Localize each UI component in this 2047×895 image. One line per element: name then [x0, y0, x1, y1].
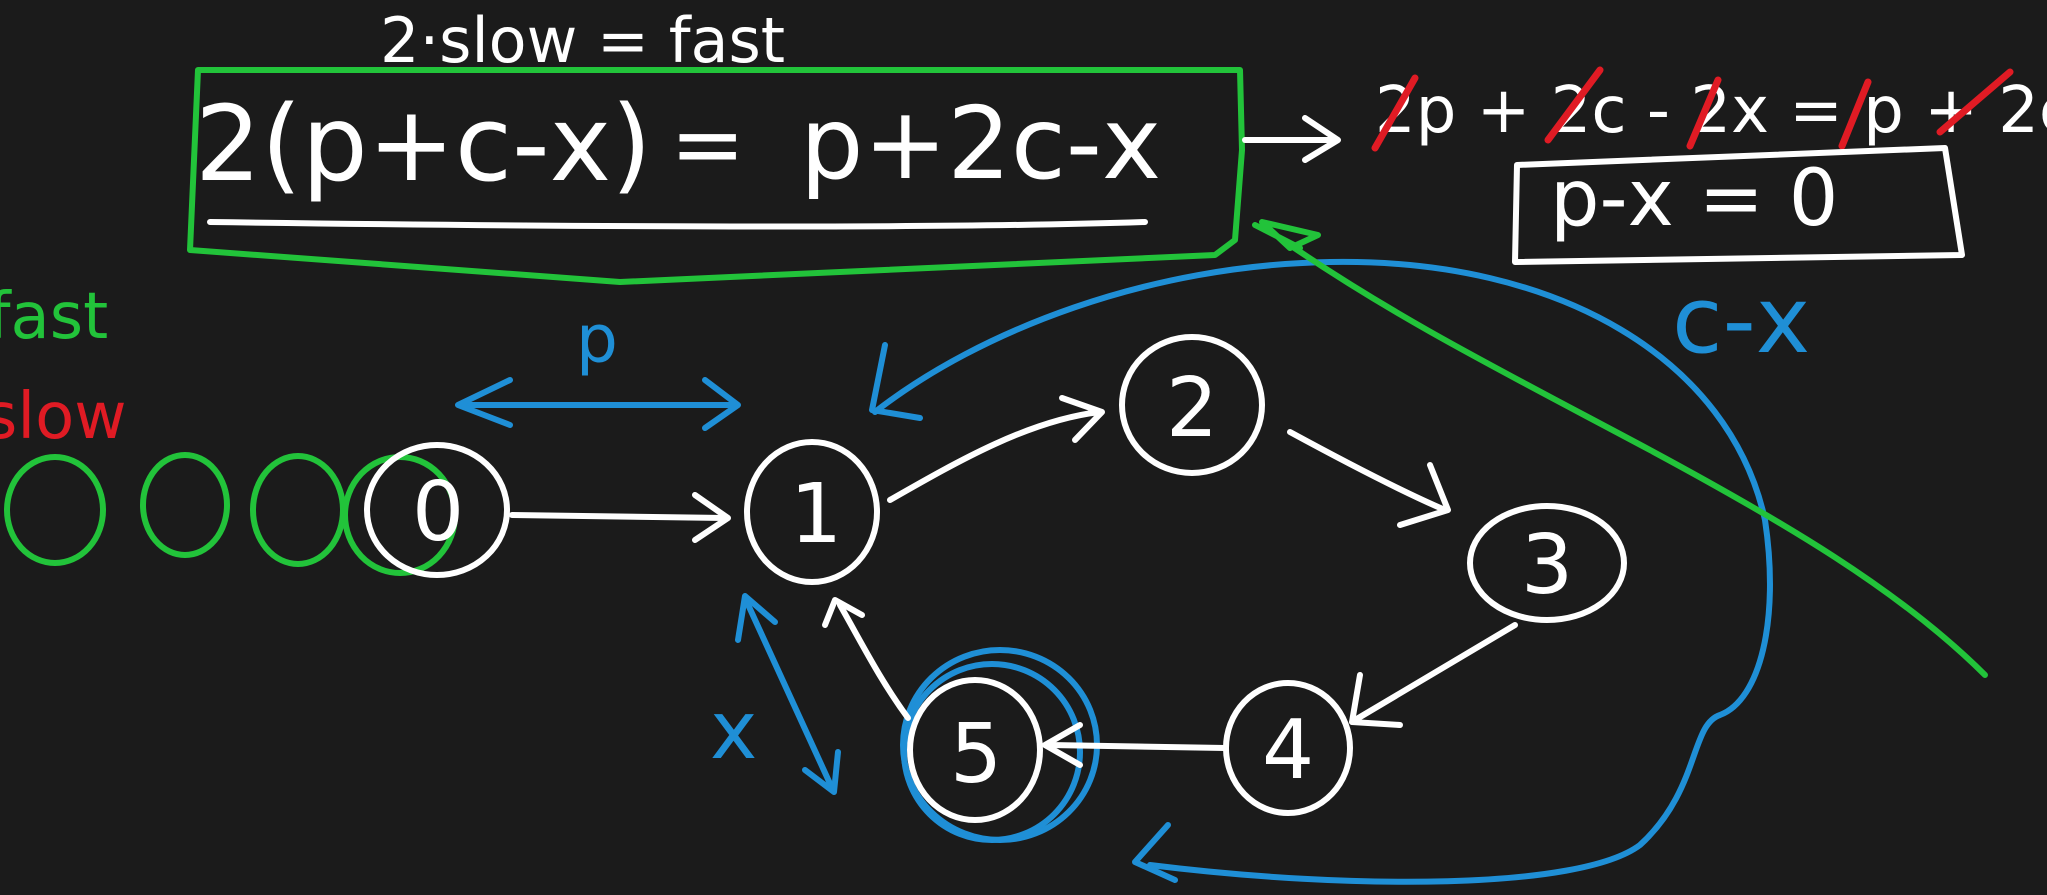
- cycle-loop-arc: [872, 258, 1773, 885]
- fast-trail-circle-2: [140, 452, 230, 558]
- cycle-loop-arc-head-end: [1132, 822, 1178, 883]
- node-5: [907, 677, 1043, 823]
- green-sweep-line: [1287, 242, 1988, 678]
- distance-x-arrow-top-head: [735, 593, 778, 643]
- node-0-label: 0: [412, 465, 464, 560]
- main-equation-underline: [207, 219, 1148, 230]
- label-slow: slow: [0, 380, 127, 454]
- fast-trail-circle-1: [4, 454, 106, 566]
- label-p: p: [576, 301, 618, 378]
- result-box: [1512, 145, 1965, 265]
- edge-5-to-1-head: [822, 597, 865, 628]
- main-equation-box: [187, 67, 1245, 285]
- node-1: [744, 439, 880, 585]
- derive-arrow-head: [1302, 115, 1341, 163]
- cancel-mark-2: [1544, 66, 1604, 144]
- edge-5-to-1: [837, 602, 911, 721]
- result-equation: p-x = 0: [1550, 154, 1838, 244]
- edge-1-to-2-head: [1059, 395, 1105, 443]
- edge-2-to-3-head: [1397, 462, 1451, 528]
- edge-0-to-1: [509, 512, 728, 521]
- label-x: x: [710, 684, 757, 777]
- node-0: [364, 442, 510, 578]
- label-fast: fast: [0, 280, 108, 354]
- node-2: [1119, 334, 1265, 476]
- cancel-mark-4: [1838, 78, 1872, 150]
- cancel-mark-1: [1371, 74, 1419, 152]
- node-3: [1467, 503, 1627, 623]
- edge-3-to-4-head: [1349, 672, 1403, 728]
- green-sweep-line-head: [1252, 219, 1321, 251]
- edge-3-to-4: [1352, 622, 1518, 723]
- distance-x-arrow: [742, 595, 835, 791]
- distance-p-arrow-right-head: [702, 377, 741, 431]
- edge-4-to-5: [1047, 742, 1228, 751]
- node-5-highlight-inner: [901, 661, 1083, 843]
- node-2-label: 2: [1166, 361, 1218, 456]
- edge-4-to-5-head: [1042, 722, 1083, 768]
- distance-p-arrow-left-head: [455, 377, 513, 428]
- node-3-label: 3: [1521, 518, 1573, 613]
- cancel-mark-3: [1686, 76, 1722, 150]
- cancel-mark-5: [1936, 68, 2014, 136]
- fast-trail-circle-3: [250, 453, 346, 567]
- edge-2-to-3: [1287, 429, 1448, 513]
- node-1-label: 1: [790, 467, 842, 562]
- expanded-equation: 2p + 2c - 2x = p + 2c - x: [1375, 74, 2047, 148]
- node-4-label: 4: [1262, 703, 1314, 798]
- main-equation-rhs: p+2c-x: [800, 85, 1161, 202]
- edge-0-to-1-head: [692, 492, 731, 543]
- label-c-minus-x: c-x: [1672, 267, 1810, 374]
- edge-1-to-2: [887, 409, 1103, 503]
- premise-equation: 2·slow = fast: [380, 4, 785, 77]
- cycle-loop-arc-head-start: [869, 342, 923, 421]
- node-5-label: 5: [950, 707, 1002, 802]
- main-equation-equals: =: [670, 92, 745, 197]
- distance-x-arrow-bottom-head: [802, 749, 841, 795]
- main-equation-lhs: 2(p+c-x): [195, 83, 652, 205]
